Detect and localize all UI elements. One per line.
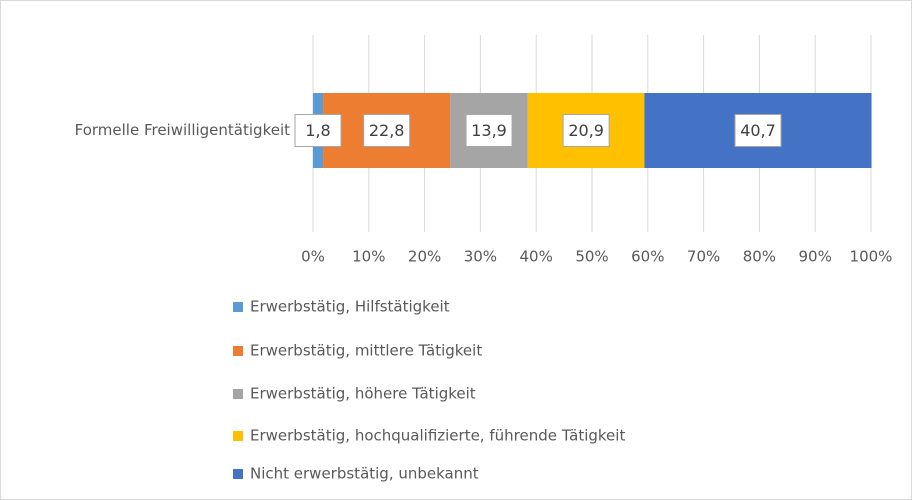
legend-label: Erwerbstätig, mittlere Tätigkeit <box>250 342 482 360</box>
data-label-box <box>294 114 342 147</box>
x-tick-label: 30% <box>464 248 497 266</box>
legend-swatch <box>233 469 243 479</box>
legend-label: Nicht erwerbstätig, unbekannt <box>250 465 479 483</box>
category-label: Formelle Freiwilligentätigkeit <box>75 121 291 139</box>
data-label-box <box>465 114 513 147</box>
legend-swatch <box>233 346 243 356</box>
x-tick-label: 40% <box>520 248 553 266</box>
legend-swatch <box>233 302 243 312</box>
data-label: 13,9 <box>471 121 507 140</box>
x-tick-label: 90% <box>799 248 832 266</box>
data-label: 1,8 <box>305 121 330 140</box>
x-tick-label: 70% <box>687 248 720 266</box>
data-label: 20,9 <box>568 121 604 140</box>
data-label-box <box>363 114 411 147</box>
x-tick-label: 100% <box>850 248 893 266</box>
x-tick-label: 60% <box>631 248 664 266</box>
x-tick-label: 50% <box>575 248 608 266</box>
data-label: 40,7 <box>740 121 776 140</box>
legend-swatch <box>233 431 243 441</box>
x-tick-label: 0% <box>301 248 325 266</box>
legend-label: Erwerbstätig, Hilfstätigkeit <box>250 298 450 316</box>
data-label-box <box>562 114 610 147</box>
data-label-box <box>734 114 782 147</box>
x-tick-label: 10% <box>352 248 385 266</box>
data-label: 22,8 <box>369 121 405 140</box>
legend-label: Erwerbstätig, höhere Tätigkeit <box>250 385 476 403</box>
legend-label: Erwerbstätig, hochqualifizierte, führend… <box>250 427 625 445</box>
x-tick-label: 80% <box>743 248 776 266</box>
legend-swatch <box>233 389 243 399</box>
x-tick-label: 20% <box>408 248 441 266</box>
